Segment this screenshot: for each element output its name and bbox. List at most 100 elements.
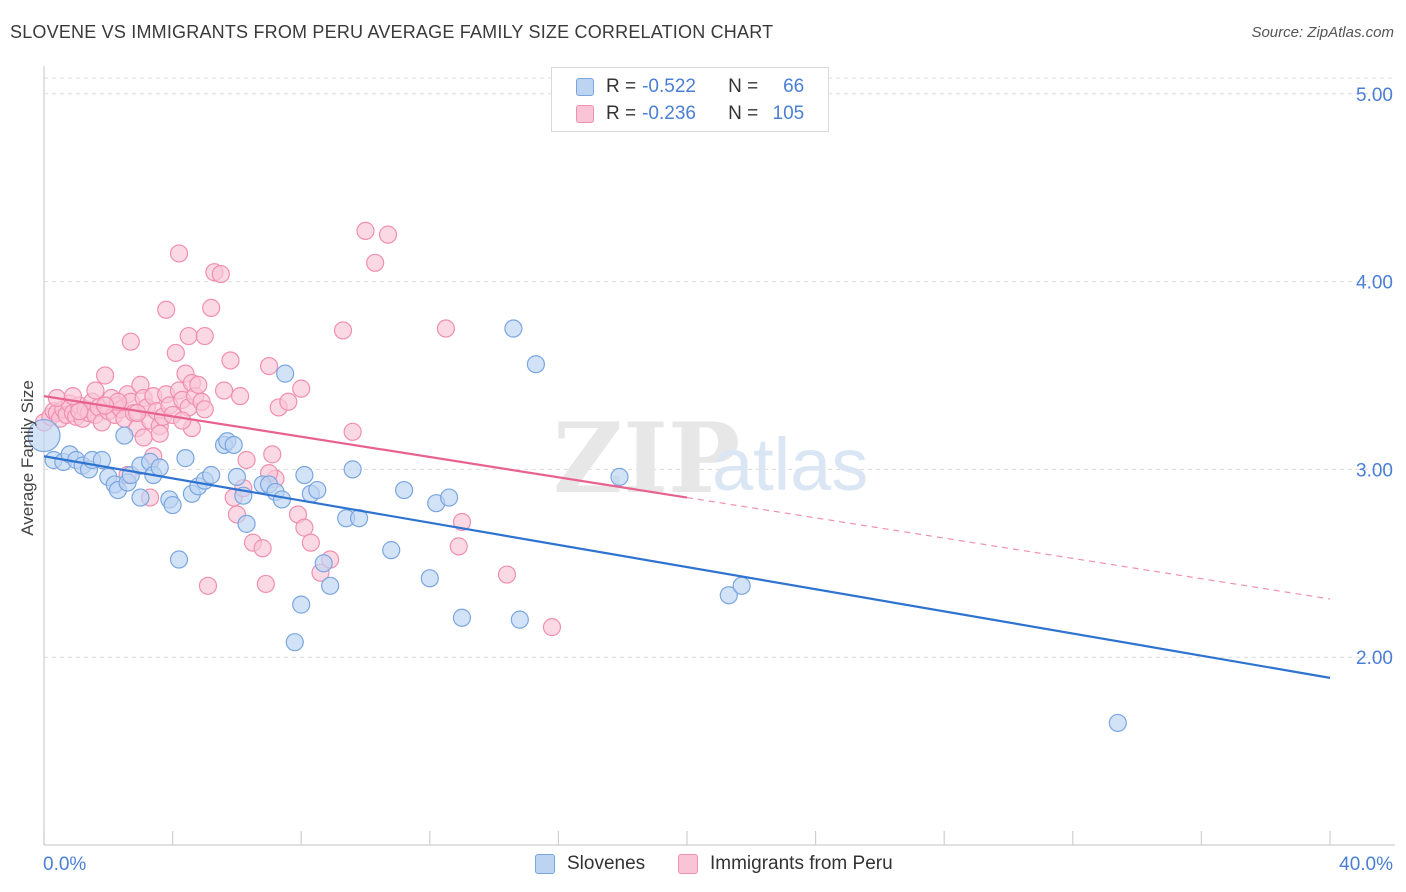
slovenes-point bbox=[394, 480, 414, 500]
grid-layer bbox=[44, 77, 1395, 658]
peru-point bbox=[301, 533, 320, 552]
slovenes-point bbox=[176, 449, 195, 468]
slovenes-point bbox=[163, 495, 182, 515]
peru-point bbox=[150, 424, 169, 443]
peru-point bbox=[452, 512, 472, 532]
peru-point bbox=[279, 392, 298, 411]
peru-point bbox=[263, 445, 282, 464]
peru-point bbox=[169, 244, 189, 263]
slovenes-point bbox=[295, 465, 314, 485]
trend-layer bbox=[43, 395, 1331, 679]
slovenes-point bbox=[382, 541, 401, 560]
peru-point bbox=[179, 326, 198, 346]
peru-point bbox=[256, 574, 275, 594]
slovenes-point bbox=[227, 467, 246, 487]
peru-point bbox=[231, 387, 250, 406]
peru-point bbox=[356, 221, 375, 240]
peru-point bbox=[292, 379, 311, 398]
peru-point bbox=[436, 319, 455, 338]
peru-point bbox=[86, 381, 105, 400]
y-tick-label: 4.00 bbox=[1356, 273, 1393, 294]
slovenes-point bbox=[343, 460, 362, 479]
legend-label-slovenes: Slovenes bbox=[567, 853, 646, 874]
x-tick-label: 40.0% bbox=[1339, 854, 1393, 875]
slovenes-point bbox=[439, 488, 459, 507]
peru-point bbox=[211, 264, 230, 284]
legend-label-peru: Immigrants from Peru bbox=[710, 853, 893, 874]
slovenes-point bbox=[131, 488, 150, 507]
watermark-atlas: atlas bbox=[712, 423, 868, 506]
slovenes-point bbox=[314, 554, 333, 573]
slovenes-point bbox=[276, 364, 295, 383]
slovenes-point bbox=[732, 576, 751, 595]
slovenes-point bbox=[526, 355, 545, 374]
peru-point bbox=[542, 618, 562, 637]
peru-point bbox=[198, 576, 218, 595]
legend-n-label: N = bbox=[728, 103, 759, 124]
slovenes-point bbox=[719, 586, 738, 605]
watermark-zip: ZIP bbox=[553, 402, 740, 515]
legend-n-label: N = bbox=[728, 76, 759, 97]
peru-point bbox=[202, 298, 221, 317]
legend-swatch-slovenes bbox=[576, 78, 594, 96]
peru-point bbox=[333, 321, 353, 340]
peru-point bbox=[378, 225, 398, 244]
slovenes-point bbox=[27, 418, 61, 453]
correlation-legend: R = -0.522 N = 66 R = -0.236 N = 105 bbox=[551, 67, 829, 132]
peru-point bbox=[214, 381, 234, 400]
series-legend: Slovenes Immigrants from Peru bbox=[0, 853, 1406, 877]
peru-point bbox=[221, 351, 240, 370]
peru-point bbox=[189, 375, 208, 394]
slovenes-point bbox=[224, 435, 243, 455]
slovenes-point bbox=[285, 633, 304, 652]
y-axis-label: Average Family Size bbox=[18, 380, 37, 536]
peru-point bbox=[449, 537, 468, 556]
legend-r-label: R = bbox=[606, 76, 637, 97]
axis-layer bbox=[43, 66, 1395, 846]
peru-point bbox=[295, 518, 314, 537]
label-layer: 2.00 3.00 4.00 5.00 0.0% 40.0% Average Family … bbox=[18, 85, 1393, 875]
y-tick-label: 2.00 bbox=[1356, 648, 1393, 669]
slovenes-point bbox=[237, 514, 256, 533]
legend-n-value: 66 bbox=[783, 76, 805, 97]
slovenes-point bbox=[510, 610, 529, 629]
source-label: Source: ZipAtlas.com bbox=[1251, 24, 1394, 41]
peru-point bbox=[128, 403, 147, 423]
peru-point bbox=[166, 343, 185, 363]
slovenes-point bbox=[452, 608, 472, 627]
peru-point bbox=[253, 539, 272, 558]
peru-point bbox=[195, 400, 214, 419]
peru-point bbox=[95, 366, 115, 385]
slovenes-point bbox=[420, 569, 439, 588]
legend-swatch-slovenes bbox=[535, 854, 555, 874]
peru-point bbox=[157, 300, 176, 319]
slovenes-trend-line bbox=[43, 455, 1331, 679]
peru-trend-line bbox=[43, 395, 688, 499]
x-tick-label: 0.0% bbox=[43, 854, 86, 875]
legend-n-value: 105 bbox=[772, 103, 805, 124]
y-tick-label: 5.00 bbox=[1356, 85, 1393, 106]
y-tick-label: 3.00 bbox=[1356, 460, 1393, 481]
peru-point bbox=[237, 450, 256, 470]
chart-title: SLOVENE VS IMMIGRANTS FROM PERU AVERAGE … bbox=[10, 22, 774, 42]
peru-trend-extension bbox=[686, 496, 1331, 600]
legend-row-peru: R = -0.236 N = 105 bbox=[552, 101, 804, 127]
legend-r-value: -0.236 bbox=[642, 103, 696, 124]
legend-row-slovenes: R = -0.522 N = 66 bbox=[552, 74, 804, 100]
legend-item-peru: Immigrants from Peru bbox=[678, 853, 893, 875]
slovenes-point bbox=[115, 426, 134, 445]
peru-point bbox=[366, 253, 385, 272]
legend-item-slovenes: Slovenes bbox=[535, 853, 645, 875]
peru-point bbox=[343, 422, 362, 441]
legend-swatch-peru bbox=[576, 105, 594, 123]
legend-swatch-peru bbox=[678, 854, 698, 874]
slovenes-point bbox=[1108, 713, 1127, 733]
slovenes-point bbox=[292, 595, 311, 614]
peru-point bbox=[195, 326, 214, 346]
peru-point bbox=[259, 356, 279, 376]
slovenes-point bbox=[202, 465, 221, 485]
slovenes-point bbox=[150, 458, 169, 477]
slovenes-point bbox=[272, 490, 292, 509]
